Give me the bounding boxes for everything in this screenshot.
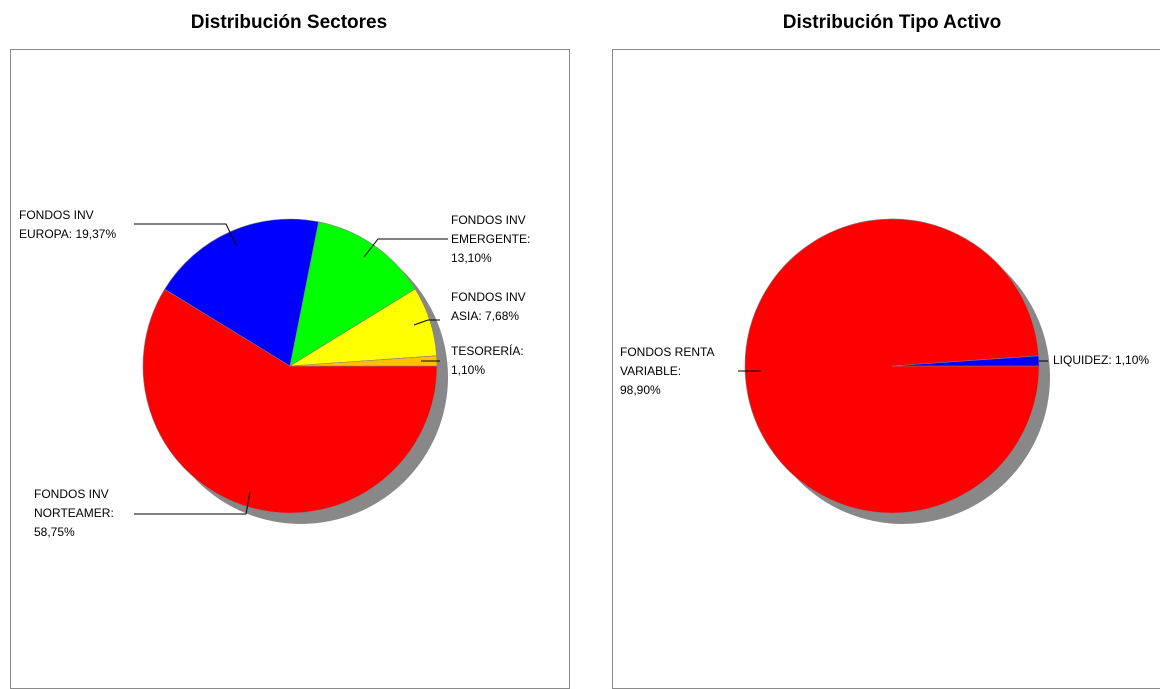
pie-slice [289,221,416,367]
slice-label-line: FONDOS INV [451,213,526,227]
pie-sectores: FONDOS INV NORTEAMER: 58,75% FONDOS INV EURO… [19,208,530,539]
pie-tipo-activo: FONDOS RENTA VARIABLE: 98,90% LIQUIDEZ: 1,1… [620,218,1149,524]
slice-label: FONDOS INV NORTEAMER: 58,75% [34,487,114,539]
slice-label-line: VARIABLE: [620,364,681,378]
slice-label-line: ASIA: 7,68% [451,309,519,323]
pie-slice [164,218,319,367]
slice-label: FONDOS RENTA VARIABLE: 98,90% [620,345,714,397]
slice-leader-line [134,491,251,515]
slice-label: TESORERÍA: 1,10% [451,343,524,377]
slice-label-line: EMERGENTE: [451,232,530,246]
slice-label: LIQUIDEZ: 1,10% [1053,353,1149,367]
slice-label-line: 98,90% [620,383,661,397]
slice-leader-line [134,223,237,246]
slice-leader-line [413,319,440,326]
slice-label-line: FONDOS INV [19,208,94,222]
slice-label-line: 58,75% [34,525,75,539]
slice-leader-line [363,238,448,258]
slice-label: FONDOS INV ASIA: 7,68% [451,290,526,323]
slice-label-line: 13,10% [451,251,492,265]
slice-label-line: 1,10% [451,363,485,377]
slice-label-line: TESORERÍA: [451,343,524,358]
slice-label-line: FONDOS RENTA [620,345,714,359]
slice-label-line: FONDOS INV [451,290,526,304]
chart-title-sectores: Distribución Sectores [190,12,388,33]
slice-label: FONDOS INV EMERGENTE: 13,10% [451,213,530,265]
chart-title-tipo-activo: Distribución Tipo Activo [782,12,1002,33]
slice-label-line: LIQUIDEZ: 1,10% [1053,353,1149,367]
slice-label-line: NORTEAMER: [34,506,114,520]
pie-slice [891,355,1040,367]
pie-charts: FONDOS INV NORTEAMER: 58,75% FONDOS INV EURO… [19,208,1149,539]
slice-label-line: FONDOS INV [34,487,109,501]
slice-label: FONDOS INV EUROPA: 19,37% [19,208,116,241]
pie-slice [142,288,438,514]
slice-label-line: EUROPA: 19,37% [19,227,116,241]
